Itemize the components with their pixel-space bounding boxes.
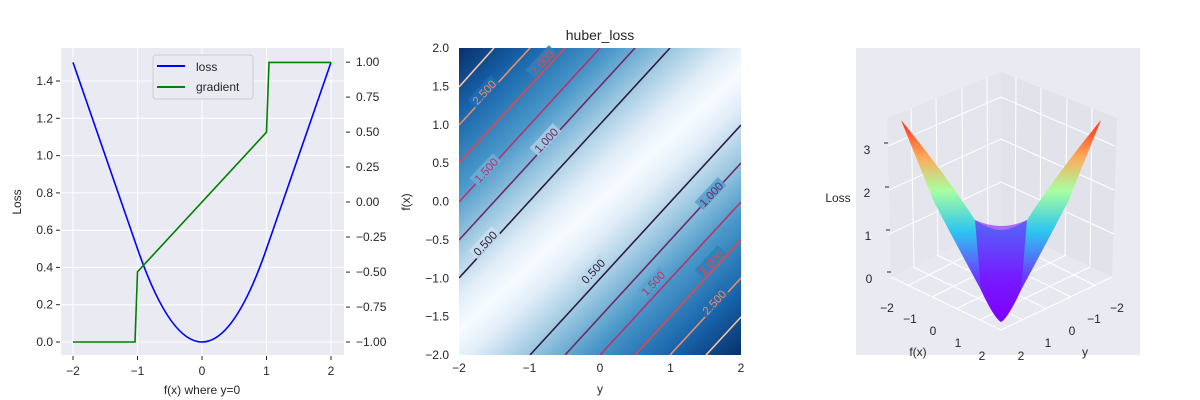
- z-tick-marks: [884, 142, 891, 273]
- huber-surface: [901, 120, 1101, 322]
- svg-text:2: 2: [328, 364, 335, 378]
- x-ticks: −2 −1 0 1 2: [66, 364, 335, 378]
- loss-gradient-panel: 0.0 0.2 0.4 0.6 0.8 1.0 1.2 1.4 −1.00 −0…: [10, 48, 387, 397]
- svg-text:1.0: 1.0: [432, 118, 449, 132]
- svg-text:1.0: 1.0: [36, 149, 53, 163]
- z-axis-label: Loss: [825, 191, 850, 205]
- svg-text:−1: −1: [903, 312, 917, 326]
- svg-text:−1.5: −1.5: [425, 310, 449, 324]
- legend: loss gradient: [152, 54, 254, 100]
- svg-text:2: 2: [738, 361, 745, 375]
- svg-text:0.5: 0.5: [432, 156, 449, 170]
- svg-text:2: 2: [864, 186, 871, 200]
- svg-text:1: 1: [263, 364, 270, 378]
- y-ticks-3d: −2 −1 0 1 2: [1018, 301, 1125, 363]
- y-axis-label: Loss: [10, 189, 24, 214]
- svg-text:3: 3: [864, 143, 871, 157]
- svg-text:0.6: 0.6: [36, 223, 53, 237]
- svg-text:−1.00: −1.00: [356, 335, 387, 349]
- contour-panel: huber_loss 0.500 0.500: [399, 27, 745, 396]
- contour-x-ticks: −2 −1 0 1 2: [452, 361, 745, 375]
- svg-text:0.00: 0.00: [356, 195, 380, 209]
- svg-text:−0.50: −0.50: [356, 265, 387, 279]
- svg-text:1.00: 1.00: [356, 55, 380, 69]
- fx-axis-label: f(x): [909, 345, 926, 359]
- svg-text:0.8: 0.8: [36, 186, 53, 200]
- svg-text:−1: −1: [131, 364, 145, 378]
- svg-text:0: 0: [597, 361, 604, 375]
- svg-text:−2: −2: [452, 361, 466, 375]
- svg-text:1: 1: [667, 361, 674, 375]
- svg-text:0: 0: [930, 324, 937, 338]
- svg-text:0.25: 0.25: [356, 160, 380, 174]
- svg-text:0.50: 0.50: [356, 125, 380, 139]
- svg-text:0: 0: [866, 272, 873, 286]
- z-ticks: 3 2 1 0: [864, 143, 873, 286]
- loss-line: [72, 62, 332, 343]
- left-tick-marks: [56, 80, 60, 343]
- svg-text:−1: −1: [1087, 312, 1101, 326]
- contour-y-ticks: 2.0 1.5 1.0 0.5 0.0 −0.5 −1.0 −1.5 −2.0: [425, 41, 449, 362]
- legend-loss-label: loss: [196, 60, 217, 74]
- svg-text:1.4: 1.4: [36, 74, 53, 88]
- x-tick-marks: [72, 356, 332, 360]
- svg-text:2: 2: [979, 349, 986, 363]
- svg-text:0.75: 0.75: [356, 90, 380, 104]
- svg-text:0.0: 0.0: [36, 335, 53, 349]
- fx-ticks: −2 −1 0 1 2: [880, 301, 986, 363]
- right-y-ticks: −1.00 −0.75 −0.50 −0.25 0.00 0.25 0.50 0…: [356, 55, 387, 349]
- svg-text:−2: −2: [1110, 301, 1124, 315]
- y-axis-label-3d: y: [1082, 345, 1088, 359]
- gradient-line: [73, 61, 331, 343]
- contour-title: huber_loss: [566, 27, 635, 43]
- contour-y-label: f(x): [399, 193, 413, 210]
- svg-text:−0.75: −0.75: [356, 300, 387, 314]
- x-axis-label: f(x) where y=0: [164, 383, 241, 397]
- svg-text:1.2: 1.2: [36, 111, 53, 125]
- svg-text:−2: −2: [880, 301, 894, 315]
- svg-text:1: 1: [1045, 336, 1052, 350]
- svg-text:0.4: 0.4: [36, 260, 53, 274]
- svg-text:1: 1: [865, 229, 872, 243]
- svg-text:1: 1: [955, 336, 962, 350]
- svg-text:2: 2: [1018, 349, 1025, 363]
- svg-text:0: 0: [1069, 324, 1076, 338]
- svg-text:−1.0: −1.0: [425, 271, 449, 285]
- svg-text:0.2: 0.2: [36, 298, 53, 312]
- svg-text:2.0: 2.0: [432, 41, 449, 55]
- svg-text:−2: −2: [66, 364, 80, 378]
- svg-text:0.0: 0.0: [432, 195, 449, 209]
- svg-text:−2.0: −2.0: [425, 348, 449, 362]
- right-tick-marks: [346, 61, 350, 343]
- svg-text:−1: −1: [523, 361, 537, 375]
- svg-text:−0.25: −0.25: [356, 230, 387, 244]
- left-y-ticks: 0.0 0.2 0.4 0.6 0.8 1.0 1.2 1.4: [36, 74, 53, 349]
- surface-3d-panel: 3 2 1 0 Loss −2 −1 0 1 2 f(x) −2 −1 0 1 …: [825, 48, 1140, 363]
- legend-gradient-label: gradient: [196, 80, 240, 94]
- contour-heatmap: [459, 48, 741, 355]
- contour-x-label: y: [597, 382, 603, 396]
- svg-text:−0.5: −0.5: [425, 233, 449, 247]
- svg-text:0: 0: [199, 364, 206, 378]
- svg-text:1.5: 1.5: [432, 79, 449, 93]
